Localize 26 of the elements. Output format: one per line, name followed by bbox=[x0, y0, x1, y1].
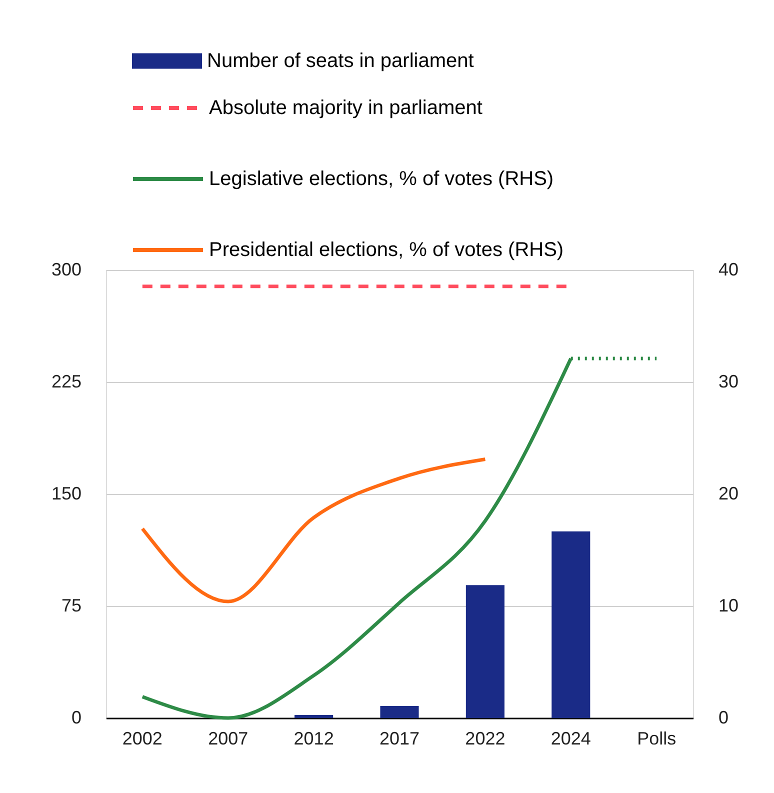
legend-label: Presidential elections, % of votes (RHS) bbox=[209, 239, 564, 261]
y-tick-label: 225 bbox=[51, 372, 82, 392]
bar bbox=[466, 585, 504, 718]
bar bbox=[552, 531, 590, 718]
y2-tick-label: 20 bbox=[718, 484, 739, 504]
x-tick-label: 2007 bbox=[208, 728, 248, 748]
x-tick-label: Polls bbox=[637, 728, 676, 748]
line-series bbox=[140, 458, 487, 604]
bar bbox=[294, 715, 334, 718]
x-tick-label: 2024 bbox=[550, 728, 591, 748]
y2-tick-label: 10 bbox=[718, 596, 739, 616]
y2-tick-label: 0 bbox=[718, 708, 729, 728]
y-tick-label: 150 bbox=[51, 484, 82, 504]
y-tick-label: 300 bbox=[51, 260, 82, 280]
y-tick-label: 0 bbox=[71, 708, 82, 728]
legend-label: Legislative elections, % of votes (RHS) bbox=[209, 168, 554, 190]
y2-tick-label: 40 bbox=[718, 260, 739, 280]
legend-label: Absolute majority in parliament bbox=[209, 97, 483, 119]
legend-label: Number of seats in parliament bbox=[207, 50, 474, 72]
x-tick-label: 2012 bbox=[294, 728, 334, 748]
x-tick-label: 2022 bbox=[465, 728, 506, 748]
x-tick-label: 2002 bbox=[122, 728, 162, 748]
x-tick-label: 2017 bbox=[379, 728, 420, 748]
bar bbox=[380, 706, 419, 718]
y-tick-label: 75 bbox=[61, 596, 82, 616]
y2-tick-label: 30 bbox=[718, 372, 739, 392]
